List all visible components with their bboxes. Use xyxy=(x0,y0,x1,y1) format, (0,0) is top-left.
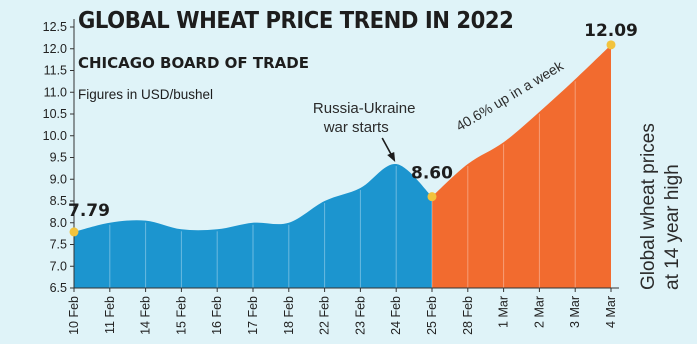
y-tick-label: 7.0 xyxy=(50,259,67,273)
highlight-value-label: 7.79 xyxy=(68,201,110,221)
event-annotation-line1: Russia-Ukraine xyxy=(313,100,416,117)
y-tick-label: 9.0 xyxy=(50,172,67,186)
y-tick-label: 10.5 xyxy=(43,107,67,121)
highlight-value-label: 12.09 xyxy=(584,21,638,41)
y-tick-label: 9.5 xyxy=(50,151,67,165)
highlight-marker xyxy=(606,40,616,50)
y-tick-label: 12.5 xyxy=(43,20,67,34)
x-tick-label: 4 Mar xyxy=(604,296,618,328)
x-tick-label: 23 Feb xyxy=(353,296,367,335)
x-tick-label: 10 Feb xyxy=(67,296,81,335)
x-tick-label: 15 Feb xyxy=(174,296,188,335)
y-tick-label: 11.0 xyxy=(44,85,67,99)
area-post-war xyxy=(432,44,611,289)
event-arrow-head xyxy=(387,152,396,163)
chart-title: GLOBAL WHEAT PRICE TREND IN 2022 xyxy=(78,8,514,34)
x-tick-label: 3 Mar xyxy=(568,296,582,328)
side-note: Global wheat prices at 14 year high xyxy=(637,123,685,290)
highlight-value-label: 8.60 xyxy=(411,164,453,184)
x-tick-label: 25 Feb xyxy=(425,296,439,335)
area-pre-war xyxy=(74,163,432,288)
x-tick-label: 28 Feb xyxy=(461,296,475,335)
x-tick-label: 18 Feb xyxy=(282,296,296,335)
chart-subtitle: CHICAGO BOARD OF TRADE xyxy=(78,54,309,72)
x-tick-label: 14 Feb xyxy=(139,296,153,335)
y-tick-label: 8.5 xyxy=(50,194,67,208)
y-tick-label: 12.0 xyxy=(43,42,67,56)
y-tick-label: 10.0 xyxy=(43,129,67,143)
x-tick-label: 2 Mar xyxy=(532,296,546,328)
y-tick-label: 8.0 xyxy=(50,216,67,230)
y-tick-label: 7.5 xyxy=(50,238,67,252)
highlight-marker xyxy=(69,227,79,237)
event-annotation-line2: war starts xyxy=(323,119,389,136)
side-note-line2: at 14 year high xyxy=(662,164,683,290)
x-tick-label: 1 Mar xyxy=(497,296,511,328)
units-note: Figures in USD/bushel xyxy=(78,87,214,102)
x-tick-label: 11 Feb xyxy=(103,296,117,334)
highlight-marker xyxy=(427,192,437,202)
y-tick-label: 6.5 xyxy=(50,281,67,295)
y-tick-label: 11.5 xyxy=(44,64,67,78)
x-tick-label: 16 Feb xyxy=(210,296,224,335)
x-tick-label: 24 Feb xyxy=(389,296,403,335)
x-tick-label: 17 Feb xyxy=(246,296,260,335)
x-tick-label: 22 Feb xyxy=(318,296,332,335)
side-note-line1: Global wheat prices xyxy=(638,123,659,290)
